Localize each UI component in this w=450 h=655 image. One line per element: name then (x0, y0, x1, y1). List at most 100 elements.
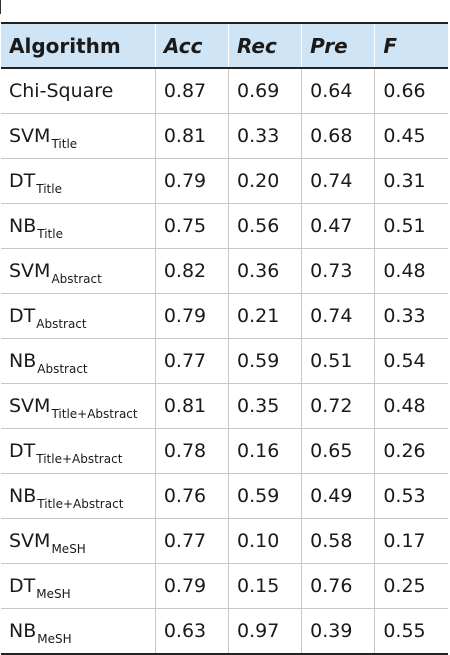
algorithm-feature-subscript: Title+Abstract (36, 452, 123, 466)
table-row: DTTitle+Abstract 0.78 0.16 0.65 0.26 (1, 428, 448, 474)
acc-cell: 0.81 (154, 383, 229, 429)
algorithm-cell: SVMTitle+Abstract (1, 383, 156, 429)
rec-cell: 0.36 (227, 248, 302, 294)
algorithm-feature-subscript: Title+Abstract (37, 497, 124, 511)
algorithm-feature-subscript: Title (51, 137, 78, 151)
acc-cell: 0.81 (154, 113, 229, 159)
table-body: Chi-Square 0.87 0.69 0.64 0.66 SVMTitle 0.81 0.… (1, 68, 448, 655)
pre-cell: 0.65 (301, 428, 375, 474)
algorithm-feature-subscript: Abstract (37, 362, 88, 376)
algorithm-cell: DTTitle (1, 158, 156, 204)
algorithm-feature-subscript: Title (36, 182, 62, 196)
rec-cell: 0.59 (227, 338, 302, 384)
f-cell: 0.48 (374, 248, 448, 294)
pre-cell: 0.47 (301, 203, 375, 249)
acc-cell: 0.79 (154, 158, 229, 204)
pre-cell: 0.73 (301, 248, 375, 294)
acc-cell: 0.63 (154, 608, 229, 655)
algorithm-name: NB (9, 350, 37, 372)
f-cell: 0.53 (374, 473, 448, 519)
algorithm-cell: SVMMeSH (1, 518, 156, 564)
rec-cell: 0.20 (227, 158, 302, 204)
algorithm-name: DT (9, 575, 36, 597)
algorithm-feature-subscript: Title (37, 227, 63, 241)
results-table: Algorithm Acc Rec Pre F Chi-Square 0.87 0.… (1, 22, 448, 655)
algorithm-feature-subscript: Abstract (36, 317, 87, 331)
algorithm-cell: Chi-Square (1, 68, 156, 114)
algorithm-cell: NBTitle+Abstract (1, 473, 156, 519)
algorithm-cell: SVMAbstract (1, 248, 156, 294)
algorithm-name: SVM (9, 530, 51, 552)
algorithm-feature-subscript: MeSH (51, 542, 86, 556)
rec-cell: 0.21 (227, 293, 302, 339)
algorithm-name: NB (9, 485, 37, 507)
f-cell: 0.31 (374, 158, 448, 204)
algorithm-cell: DTTitle+Abstract (1, 428, 156, 474)
acc-cell: 0.75 (154, 203, 229, 249)
page-edge-mark (0, 0, 1, 14)
table-row: DTTitle 0.79 0.20 0.74 0.31 (1, 158, 448, 204)
acc-cell: 0.79 (154, 563, 229, 609)
algorithm-feature-subscript: Title+Abstract (51, 407, 138, 421)
acc-cell: 0.87 (154, 68, 229, 114)
table-row: SVMTitle+Abstract 0.81 0.35 0.72 0.48 (1, 383, 448, 429)
algorithm-cell: DTAbstract (1, 293, 156, 339)
rec-cell: 0.59 (227, 473, 302, 519)
algorithm-name: Chi-Square (9, 80, 114, 102)
table-row: DTMeSH 0.79 0.15 0.76 0.25 (1, 563, 448, 609)
algorithm-name: SVM (9, 260, 51, 282)
rec-cell: 0.10 (227, 518, 302, 564)
header-acc: Acc (154, 22, 229, 69)
algorithm-feature-subscript: Abstract (51, 272, 102, 286)
f-cell: 0.48 (374, 383, 448, 429)
rec-cell: 0.15 (227, 563, 302, 609)
acc-cell: 0.77 (154, 338, 229, 384)
algorithm-name: SVM (9, 125, 51, 147)
algorithm-name: SVM (9, 395, 51, 417)
algorithm-name: NB (9, 215, 37, 237)
pre-cell: 0.58 (301, 518, 375, 564)
acc-cell: 0.79 (154, 293, 229, 339)
table-row: DTAbstract 0.79 0.21 0.74 0.33 (1, 293, 448, 339)
rec-cell: 0.16 (227, 428, 302, 474)
pre-cell: 0.72 (301, 383, 375, 429)
acc-cell: 0.76 (154, 473, 229, 519)
algorithm-cell: NBMeSH (1, 608, 156, 655)
f-cell: 0.33 (374, 293, 448, 339)
rec-cell: 0.35 (227, 383, 302, 429)
rec-cell: 0.97 (227, 608, 302, 655)
algorithm-name: NB (9, 620, 37, 642)
table-row: NBTitle 0.75 0.56 0.47 0.51 (1, 203, 448, 249)
table-row: SVMMeSH 0.77 0.10 0.58 0.17 (1, 518, 448, 564)
f-cell: 0.54 (374, 338, 448, 384)
algorithm-name: DT (9, 440, 36, 462)
header-rec: Rec (227, 22, 302, 69)
header-algorithm: Algorithm (1, 22, 156, 69)
table-row: SVMTitle 0.81 0.33 0.68 0.45 (1, 113, 448, 159)
f-cell: 0.26 (374, 428, 448, 474)
rec-cell: 0.69 (227, 68, 302, 114)
acc-cell: 0.78 (154, 428, 229, 474)
algorithm-feature-subscript: MeSH (37, 632, 72, 646)
acc-cell: 0.77 (154, 518, 229, 564)
pre-cell: 0.76 (301, 563, 375, 609)
pre-cell: 0.68 (301, 113, 375, 159)
pre-cell: 0.74 (301, 158, 375, 204)
table-row: NBMeSH 0.63 0.97 0.39 0.55 (1, 608, 448, 655)
table-row: SVMAbstract 0.82 0.36 0.73 0.48 (1, 248, 448, 294)
pre-cell: 0.51 (301, 338, 375, 384)
algorithm-cell: NBTitle (1, 203, 156, 249)
pre-cell: 0.74 (301, 293, 375, 339)
table-row: NBTitle+Abstract 0.76 0.59 0.49 0.53 (1, 473, 448, 519)
algorithm-feature-subscript: MeSH (36, 587, 71, 601)
algorithm-cell: NBAbstract (1, 338, 156, 384)
pre-cell: 0.64 (301, 68, 375, 114)
f-cell: 0.66 (374, 68, 448, 114)
rec-cell: 0.56 (227, 203, 302, 249)
pre-cell: 0.39 (301, 608, 375, 655)
f-cell: 0.55 (374, 608, 448, 655)
f-cell: 0.25 (374, 563, 448, 609)
rec-cell: 0.33 (227, 113, 302, 159)
table-row: NBAbstract 0.77 0.59 0.51 0.54 (1, 338, 448, 384)
algorithm-name: DT (9, 305, 36, 327)
